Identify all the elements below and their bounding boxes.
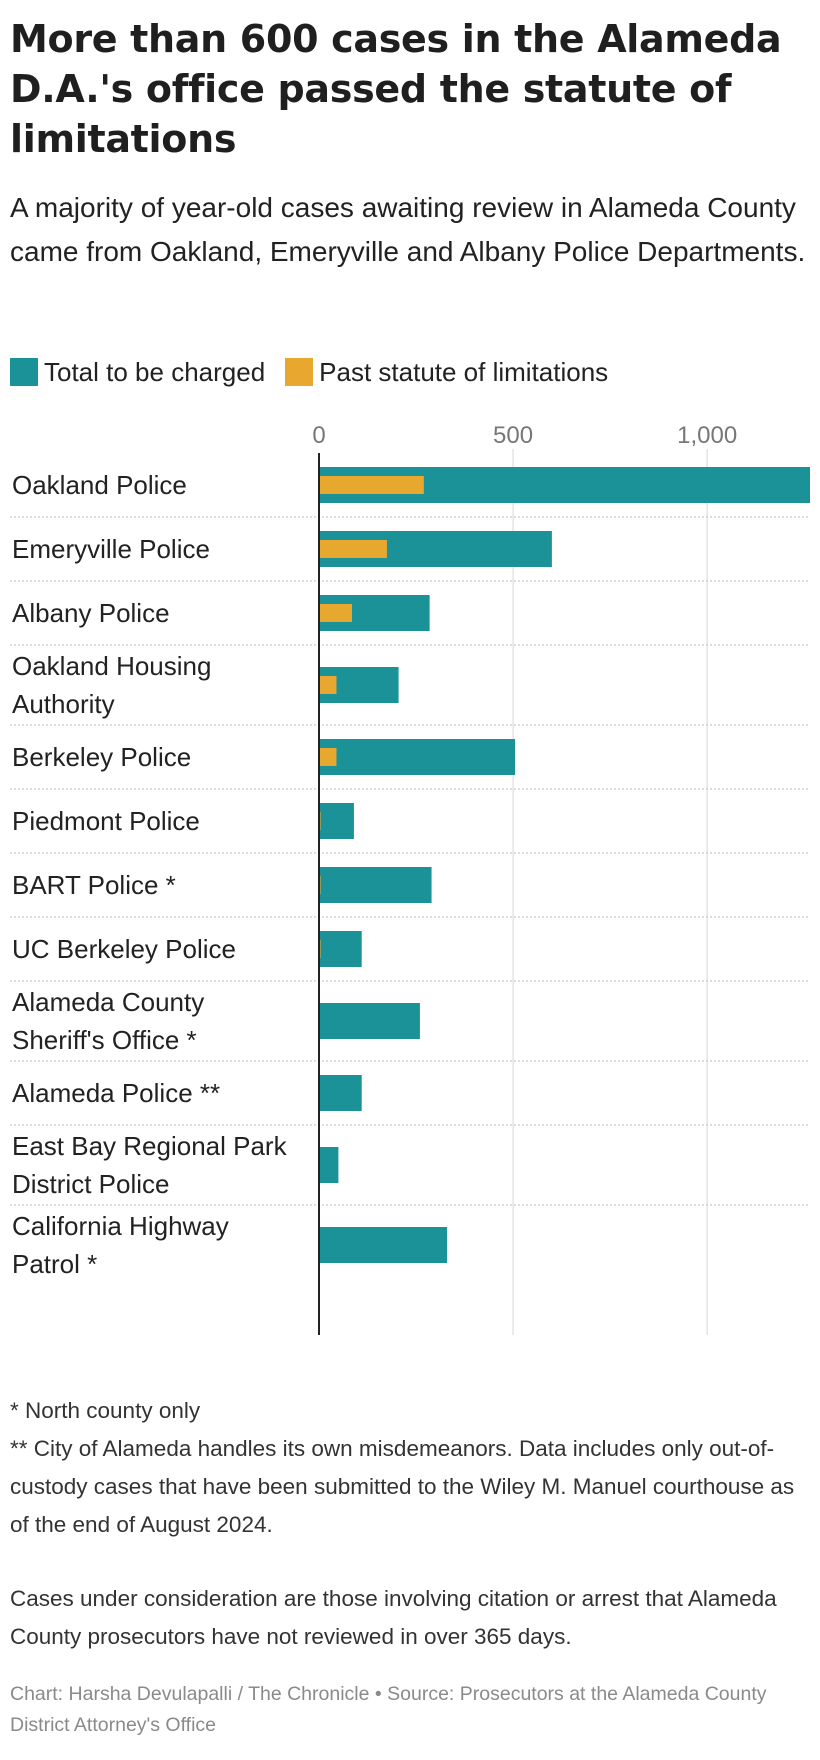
legend-item-total: Total to be charged	[10, 357, 265, 388]
category-label-line: District Police	[12, 1169, 170, 1199]
bar-total	[319, 867, 432, 903]
category-label-line: Authority	[12, 689, 115, 719]
bar-past-statute	[319, 748, 337, 766]
category-label-line: California Highway	[12, 1211, 229, 1241]
category-label: Oakland Police	[12, 466, 312, 504]
category-label-line: Berkeley Police	[12, 742, 192, 772]
category-label-line: UC Berkeley Police	[12, 934, 236, 964]
bar-total	[319, 1003, 420, 1039]
category-label: Alameda Police **	[12, 1074, 312, 1112]
bar-past-statute	[319, 476, 424, 494]
category-label-line: Albany Police	[12, 598, 170, 628]
x-tick-label: 0	[312, 422, 325, 449]
category-label: UC Berkeley Police	[12, 930, 312, 968]
bar-total	[319, 1227, 448, 1263]
category-label-line: East Bay Regional Park	[12, 1131, 287, 1161]
legend-swatch-total	[10, 358, 38, 386]
bar-chart: 0 500 1,000 Oakland Police Emeryville Polic…	[0, 415, 820, 1345]
footnotes: * North county only ** City of Alameda h…	[10, 1392, 810, 1656]
category-label-line: Patrol *	[12, 1249, 98, 1279]
category-label-line: BART Police *	[12, 870, 176, 900]
legend-item-past: Past statute of limitations	[285, 357, 608, 388]
legend-label-past: Past statute of limitations	[319, 356, 609, 387]
category-label: California Highway Patrol *	[12, 1207, 312, 1283]
bar-past-statute	[319, 540, 387, 558]
category-label: Alameda County Sheriff's Office *	[12, 983, 312, 1059]
legend-label-total: Total to be charged	[44, 356, 266, 387]
source-credit: Chart: Harsha Devulapalli / The Chronicl…	[10, 1683, 767, 1736]
bar-past-statute	[319, 604, 352, 622]
chart-subtitle: A majority of year-old cases awaiting re…	[10, 192, 806, 267]
category-label: Emeryville Police	[12, 530, 312, 568]
category-label-line: Emeryville Police	[12, 534, 210, 564]
bar-total	[319, 1147, 339, 1183]
x-tick-label: 500	[493, 422, 533, 449]
legend-swatch-past	[285, 358, 314, 386]
bar-past-statute	[319, 676, 337, 694]
legend: Total to be charged Past statute of limi…	[10, 354, 628, 390]
bar-total	[319, 803, 354, 839]
footnote-alameda: ** City of Alameda handles its own misde…	[10, 1436, 795, 1537]
category-label-line: Alameda Police **	[12, 1078, 221, 1108]
category-label-line: Oakland Housing	[12, 651, 212, 681]
category-label: East Bay Regional Park District Police	[12, 1127, 312, 1203]
footnote-north-county: * North county only	[10, 1398, 201, 1423]
bar-total	[319, 1075, 362, 1111]
category-label: Piedmont Police	[12, 802, 312, 840]
footnote-cases: Cases under consideration are those invo…	[10, 1586, 777, 1649]
category-label: Berkeley Police	[12, 738, 312, 776]
category-label-line: Oakland Police	[12, 470, 187, 500]
category-label-line: Sheriff's Office *	[12, 1025, 197, 1055]
category-label: BART Police *	[12, 866, 312, 904]
bar-total	[319, 739, 516, 775]
chart-title: More than 600 cases in the Alameda D.A.'…	[10, 17, 782, 161]
category-label-line: Piedmont Police	[12, 806, 200, 836]
category-label: Oakland Housing Authority	[12, 647, 312, 723]
bar-total	[319, 931, 362, 967]
x-tick-label: 1,000	[677, 422, 737, 449]
category-label: Albany Police	[12, 594, 312, 632]
category-label-line: Alameda County	[12, 987, 205, 1017]
bar-chart-svg: 0 500 1,000	[10, 422, 810, 1335]
